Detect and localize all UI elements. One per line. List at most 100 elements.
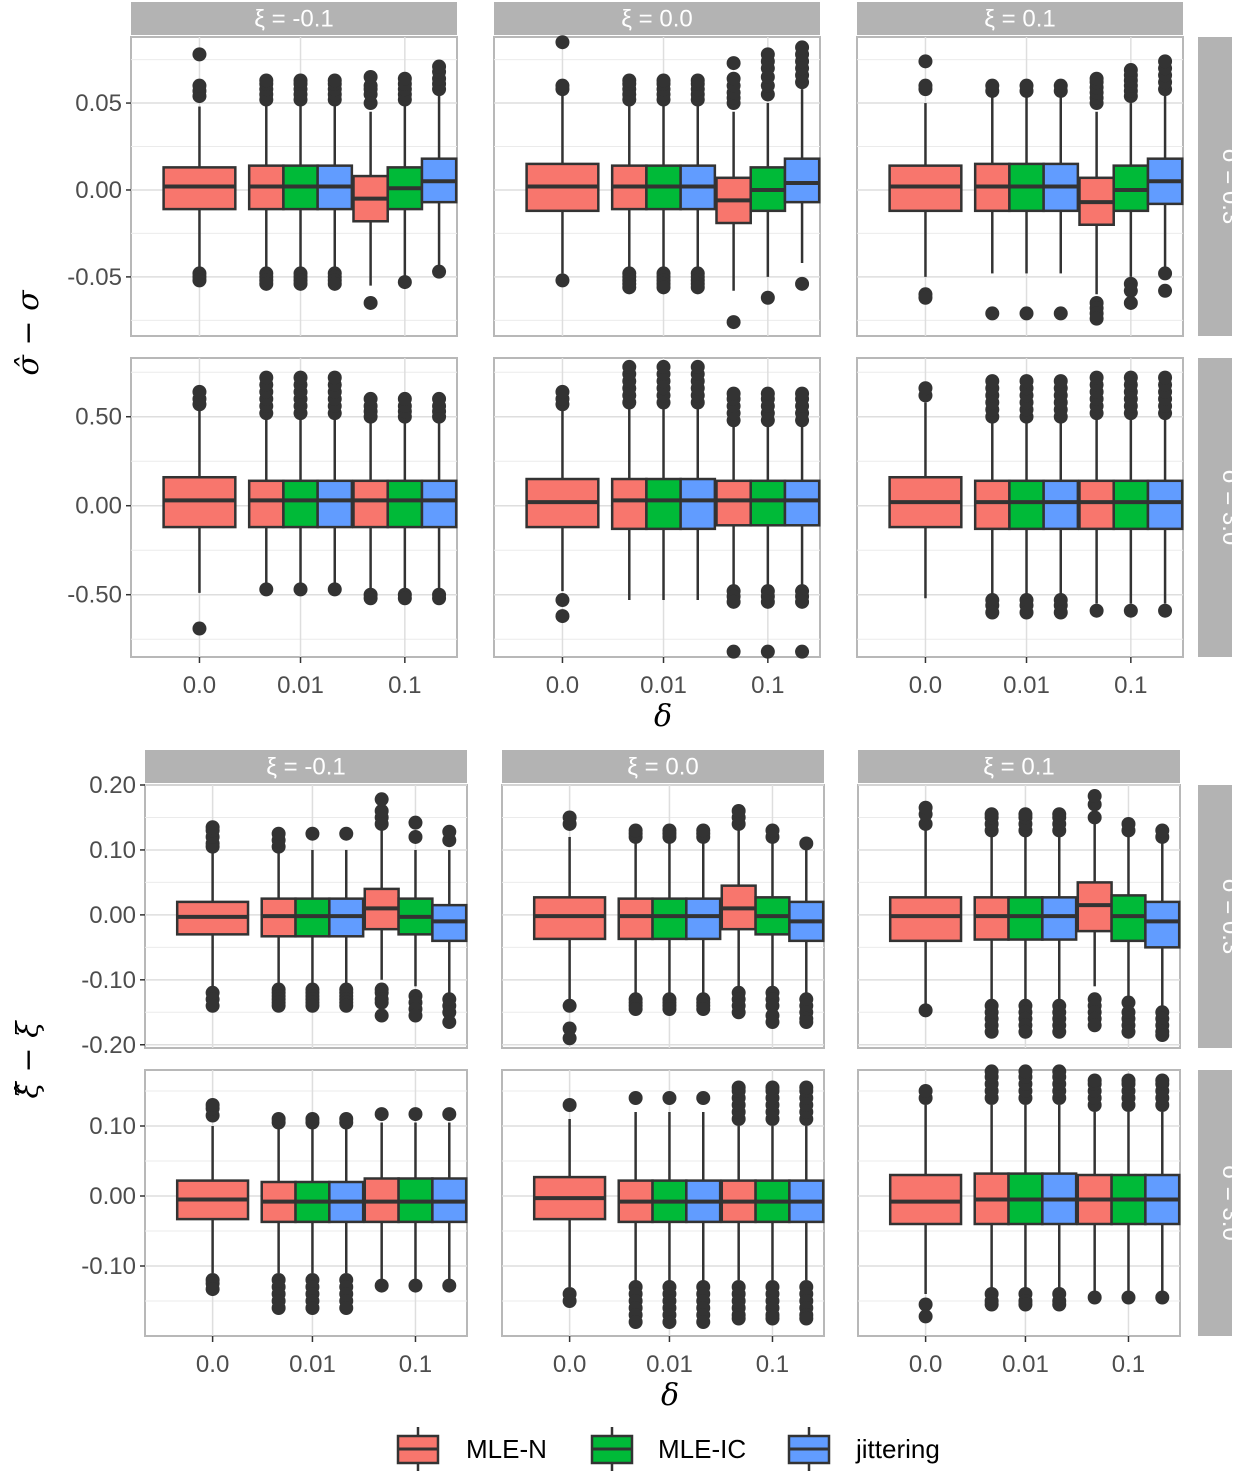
outlier-point	[205, 820, 220, 835]
box-mle-n-delta-0.1	[363, 792, 400, 1023]
outlier-point	[1155, 1073, 1170, 1088]
box-mle-ic-delta-0.01	[282, 370, 319, 597]
outlier-point	[259, 276, 274, 291]
outlier-point	[799, 1311, 814, 1326]
y-tick-label-sigma: 0.05	[75, 90, 122, 117]
outlier-point	[765, 1311, 780, 1326]
outlier-point	[1089, 71, 1104, 86]
box-mle-ic-delta-0.1	[1112, 370, 1150, 618]
outlier-point	[327, 73, 342, 88]
outlier-point	[1121, 995, 1136, 1010]
box-mle-n-delta-0.1	[715, 56, 752, 330]
outlier-point	[1158, 54, 1173, 69]
outlier-point	[305, 826, 320, 841]
box-iqr	[352, 479, 389, 529]
box-mle-n-delta-0.01	[973, 374, 1011, 620]
outlier-point	[562, 1098, 577, 1112]
box-iqr	[1144, 900, 1181, 949]
outlier-point	[1155, 1290, 1170, 1305]
box-iqr	[749, 479, 787, 527]
outlier-point	[397, 391, 412, 406]
outlier-point	[1158, 266, 1173, 281]
legend-key-jittering	[787, 1427, 831, 1471]
outlier-point	[305, 1112, 320, 1126]
box-jittering-delta-0.01	[316, 73, 354, 291]
facet-strip-col-xi	[858, 750, 1180, 783]
panel-sigma-r0-c0	[130, 36, 458, 337]
box-mle-n-delta-0.01	[973, 807, 1010, 1039]
outlier-point	[1018, 1024, 1033, 1039]
box-jittering-delta-0.01	[679, 359, 717, 601]
box-mle-n-delta-0.01	[247, 73, 285, 291]
outlier-point	[1158, 370, 1173, 385]
outlier-point	[662, 1315, 677, 1329]
outlier-point	[662, 823, 677, 838]
box-jittering-delta-0.01	[1042, 374, 1080, 620]
box-mle-n-delta-0.01	[973, 78, 1011, 321]
box-iqr	[1042, 479, 1080, 531]
box-jittering-delta-0.01	[328, 1112, 365, 1315]
outlier-point	[397, 591, 412, 606]
outlier-point	[192, 621, 207, 636]
outlier-point	[192, 78, 207, 93]
facet-strip-row-sigma	[1198, 358, 1232, 657]
facet-strip-col-sigma	[131, 2, 457, 35]
box-mle-ic-delta-0.01	[294, 1112, 331, 1315]
box-mle-ic-delta-0.1	[397, 1107, 434, 1293]
outlier-point	[760, 47, 775, 62]
y-tick-label-xi: 0.20	[89, 772, 136, 799]
outlier-point	[628, 1091, 643, 1105]
outlier-point	[363, 391, 378, 406]
box-jittering-delta-0.1	[420, 391, 458, 606]
box-mle-n-delta-0.0	[532, 810, 607, 1046]
box-jittering-delta-0.01	[1041, 807, 1078, 1039]
box-mle-n-delta-0.1	[715, 386, 752, 659]
box-mle-n-delta-0.1	[1078, 370, 1115, 618]
box-mle-n-delta-0.1	[1076, 1073, 1113, 1305]
outlier-point	[432, 391, 447, 406]
outlier-point	[984, 1024, 999, 1039]
outlier-point	[271, 998, 286, 1013]
outlier-point	[1121, 1024, 1136, 1039]
box-mle-ic-delta-0.1	[1112, 63, 1150, 310]
outlier-point	[1053, 78, 1068, 93]
panel-sigma-r0-c1	[493, 35, 821, 337]
x-tick-label-xi: 0.01	[1002, 1351, 1049, 1378]
outlier-point	[432, 59, 447, 74]
outlier-point	[374, 803, 389, 818]
outlier-point	[765, 823, 780, 838]
x-tick-label-xi: 0.1	[1112, 1351, 1145, 1378]
outlier-point	[271, 1301, 286, 1315]
facet-label-col-sigma: ξ = 0.0	[621, 6, 692, 33]
outlier-point	[374, 995, 389, 1010]
panel-xi-r0-c0	[144, 784, 468, 1049]
outlier-point	[760, 644, 775, 659]
outlier-point	[1089, 311, 1104, 326]
x-tick-label-sigma: 0.0	[183, 672, 216, 699]
outlier-point	[628, 1315, 643, 1329]
facet-label-row-xi: σ = 3.0	[1217, 1165, 1234, 1241]
box-iqr	[973, 896, 1010, 941]
facet-label-col-xi: ξ = 0.0	[627, 754, 698, 781]
box-mle-ic-delta-0.01	[1007, 1064, 1044, 1312]
outlier-point	[696, 1315, 711, 1329]
box-mle-n-delta-0.01	[973, 1064, 1010, 1312]
outlier-point	[327, 276, 342, 291]
box-mle-ic-delta-0.1	[1110, 816, 1147, 1039]
outlier-point	[327, 370, 342, 385]
box-jittering-delta-0.01	[316, 370, 354, 597]
outlier-point	[918, 54, 933, 69]
facet-strip-row-xi	[1198, 785, 1232, 1048]
outlier-point	[918, 290, 933, 305]
facet-label-row-xi: σ = 0.3	[1217, 879, 1234, 955]
box-mle-n-delta-0.1	[720, 1080, 757, 1326]
outlier-point	[562, 1294, 577, 1308]
box-jittering-delta-0.1	[788, 836, 825, 1030]
box-mle-n-delta-0.0	[888, 381, 963, 599]
x-tick-label-xi: 0.0	[553, 1351, 586, 1378]
box-mle-ic-delta-0.1	[386, 71, 424, 290]
facet-label-row-sigma: σ = 0.3	[1217, 149, 1234, 225]
outlier-point	[259, 582, 274, 597]
outlier-point	[795, 386, 810, 401]
